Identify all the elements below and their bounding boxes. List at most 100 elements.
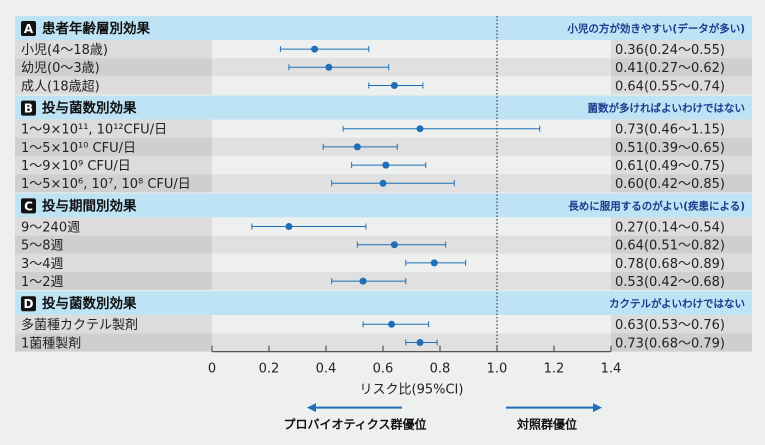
row-value: 0.51(0.39〜0.65) <box>615 141 725 156</box>
row-label-bg <box>15 76 212 95</box>
row-value: 0.64(0.55〜0.74) <box>615 79 725 94</box>
row-label-bg <box>15 315 212 334</box>
row-label-bg <box>15 333 212 352</box>
group-title: 投与菌数別効果 <box>42 100 137 117</box>
row-value: 0.61(0.49〜0.75) <box>615 159 725 174</box>
row-label: 1〜9×10¹¹, 10¹²CFU/日 <box>21 123 167 138</box>
row-label-bg <box>15 253 212 272</box>
favors-left-label: プロバイオティクス群優位 <box>284 417 427 432</box>
x-tick-label: 0.6 <box>373 362 394 377</box>
row-value-bg <box>611 315 752 334</box>
row-plot-bg <box>212 137 611 156</box>
row-label-bg <box>15 217 212 236</box>
row-label: 3〜4週 <box>21 257 64 272</box>
group-header-A <box>15 16 752 40</box>
row-plot-bg <box>212 40 611 59</box>
row-label: 5〜8週 <box>21 239 64 254</box>
group-note: 小児の方が効きやすい(データが多い) <box>566 22 745 35</box>
row-value: 0.36(0.24〜0.55) <box>615 43 725 58</box>
row-value: 0.41(0.27〜0.62) <box>615 61 725 76</box>
group-letter: A <box>24 22 34 36</box>
row-value-bg <box>611 58 752 77</box>
group-title: 投与期間別効果 <box>42 197 137 214</box>
row-value: 0.78(0.68〜0.89) <box>615 257 725 272</box>
point-estimate <box>379 179 387 187</box>
point-estimate <box>416 125 424 133</box>
favors-right-label: 対照群優位 <box>516 417 577 432</box>
x-tick-label: 0.8 <box>430 362 451 377</box>
group-letter-badge <box>21 296 36 312</box>
x-tick-label: 1.2 <box>544 362 565 377</box>
row-label: 成人(18歳超) <box>21 79 100 94</box>
row-value-bg <box>611 272 752 291</box>
row-value-bg <box>611 217 752 236</box>
group-header-D <box>15 291 752 316</box>
row-label: 1菌種製剤 <box>21 335 81 351</box>
row-plot-bg <box>212 272 611 291</box>
row-plot-bg <box>212 58 611 77</box>
row-label: 小児(4〜18歳) <box>21 43 108 58</box>
point-estimate <box>390 82 398 89</box>
row-value-bg <box>611 119 752 138</box>
row-label-bg <box>15 272 212 291</box>
group-letter-badge <box>21 21 36 36</box>
group-header-C <box>15 193 752 218</box>
arrow-right-head <box>593 403 602 413</box>
row-value-bg <box>611 253 752 272</box>
row-value: 0.63(0.53〜0.76) <box>615 318 725 333</box>
point-estimate <box>388 320 396 328</box>
x-tick-label: 1.4 <box>601 362 622 377</box>
row-label-bg <box>15 156 212 175</box>
row-value-bg <box>611 156 752 175</box>
x-tick-label: 0 <box>208 362 216 377</box>
point-estimate <box>285 223 293 230</box>
arrow-left-head <box>307 403 316 413</box>
group-letter: C <box>24 199 33 213</box>
row-label-bg <box>15 58 212 77</box>
row-value: 0.73(0.46〜1.15) <box>615 123 725 138</box>
group-note: 菌数が多ければよいわけではない <box>588 102 746 115</box>
row-label-bg <box>15 235 212 254</box>
row-value-bg <box>611 76 752 95</box>
group-letter: D <box>24 297 34 311</box>
group-letter: B <box>24 102 33 116</box>
group-note: カクテルがよいわけではない <box>609 297 745 310</box>
row-label: 1〜5×10⁶, 10⁷, 10⁸ CFU/日 <box>21 177 191 192</box>
row-plot-bg <box>212 217 611 236</box>
point-estimate <box>311 45 319 53</box>
point-estimate <box>390 241 398 249</box>
row-value: 0.60(0.42〜0.85) <box>615 177 725 192</box>
group-header-B <box>15 95 752 120</box>
group-note: 長めに服用するのがよい(疾患による) <box>568 199 745 212</box>
row-value-bg <box>611 137 752 156</box>
row-label-bg <box>15 119 212 138</box>
point-estimate <box>382 161 390 169</box>
group-letter-badge <box>21 198 36 214</box>
row-value: 0.73(0.68〜0.79) <box>615 336 725 351</box>
row-label-bg <box>15 40 212 59</box>
point-estimate <box>359 277 367 285</box>
row-value-bg <box>611 235 752 254</box>
row-label: 1〜2週 <box>21 275 64 290</box>
x-tick-label: 0.4 <box>316 362 337 377</box>
row-label: 1〜9×10⁹ CFU/日 <box>21 159 131 174</box>
row-value: 0.53(0.42〜0.68) <box>615 275 725 290</box>
row-label: 多菌種カクテル製剤 <box>21 317 138 333</box>
row-label: 幼児(0〜3歳) <box>21 61 100 76</box>
row-value-bg <box>611 333 752 352</box>
x-axis-label: リスク比(95%CI) <box>360 383 464 398</box>
point-estimate <box>430 259 438 267</box>
row-value-bg <box>611 174 752 193</box>
row-value: 0.64(0.51〜0.82) <box>615 239 725 254</box>
x-tick-label: 1.0 <box>487 362 508 377</box>
point-estimate <box>416 339 424 346</box>
row-label-bg <box>15 174 212 193</box>
group-title: 患者年齢層別効果 <box>42 20 150 37</box>
x-tick-label: 0.2 <box>259 362 280 377</box>
row-label: 1〜5×10¹⁰ CFU/日 <box>21 141 136 156</box>
group-letter-badge <box>21 100 36 116</box>
point-estimate <box>325 63 333 71</box>
row-value: 0.27(0.14〜0.54) <box>615 220 725 235</box>
row-value-bg <box>611 40 752 59</box>
